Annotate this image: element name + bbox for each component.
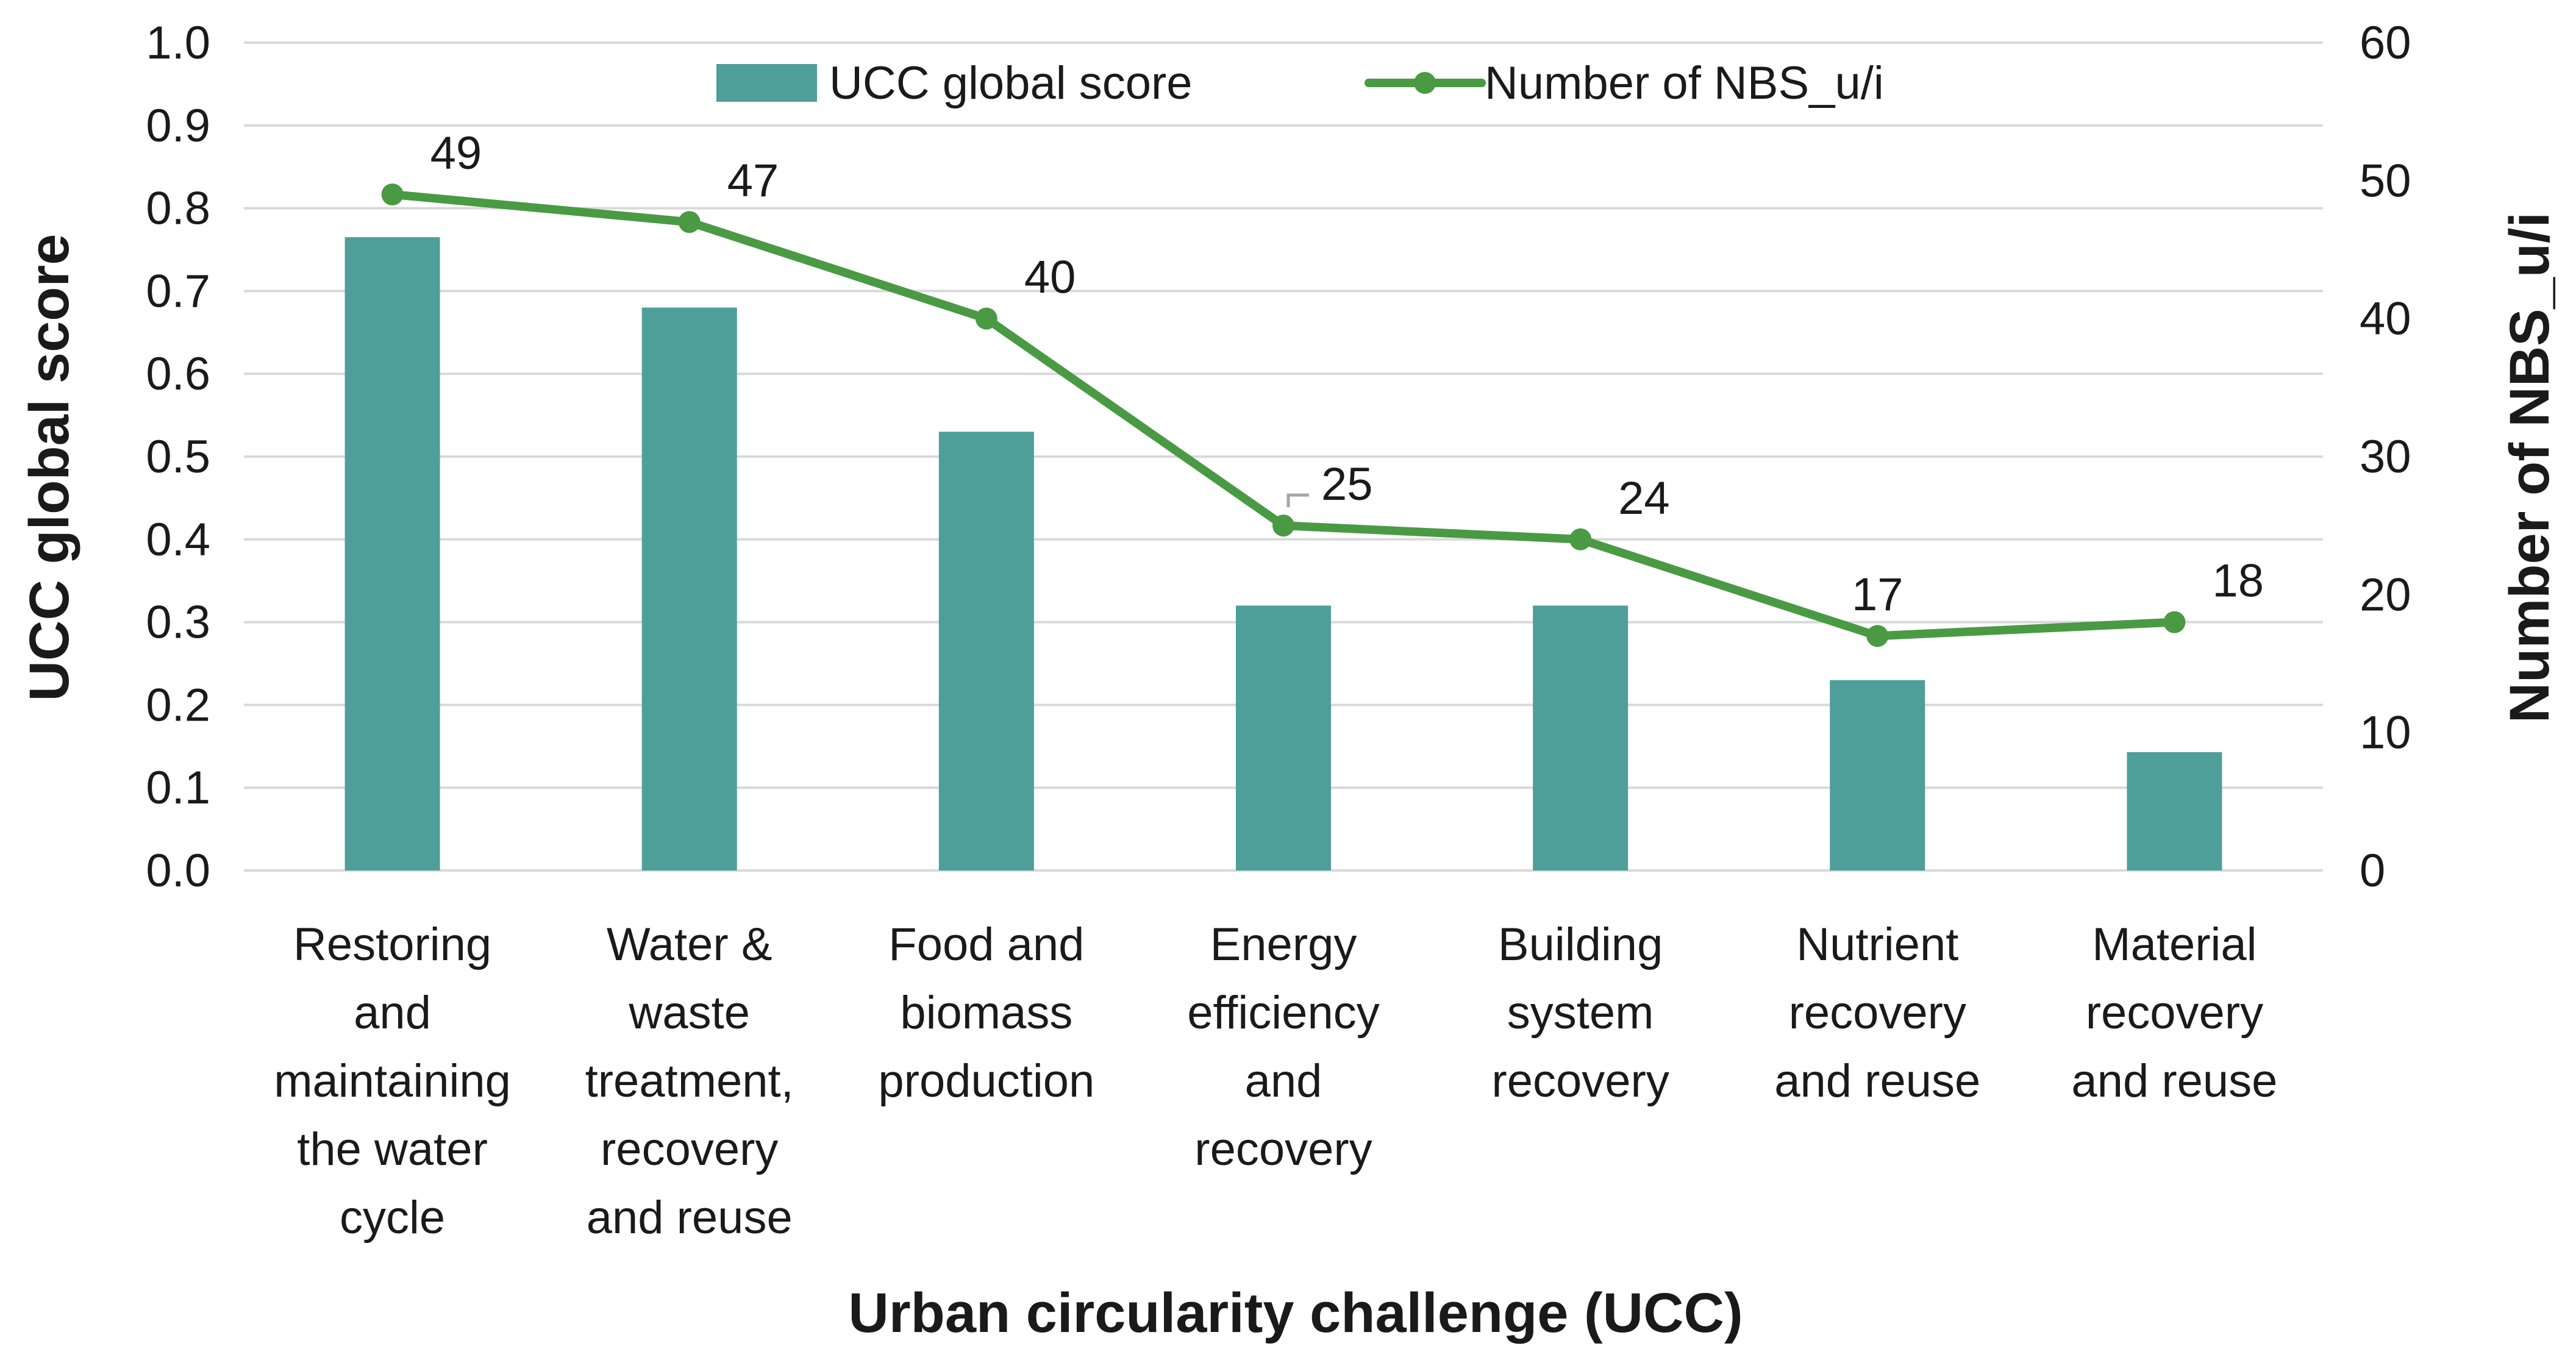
category-labels: Restoring and maintaining the water cycle Wat… xyxy=(274,919,2277,1244)
y-tick-label: 0.0 xyxy=(146,845,210,897)
x-category-label-line: the water xyxy=(297,1123,488,1175)
line-data-label: 24 xyxy=(1618,472,1670,524)
line-data-label: 25 xyxy=(1321,458,1373,510)
x-category-label-line: and reuse xyxy=(587,1192,793,1244)
y-tick-label: 0.9 xyxy=(146,100,210,152)
y2-tick-label: 30 xyxy=(2360,431,2411,483)
legend: UCC global score Number of NBS_u/i xyxy=(716,57,1884,109)
bar xyxy=(1533,605,1629,870)
x-category-label-line: and reuse xyxy=(2071,1055,2277,1107)
y-tick-label: 0.6 xyxy=(146,348,210,400)
right-axis-ticks: 0 10 20 30 40 50 60 xyxy=(2360,17,2411,897)
x-category-label-line: recovery xyxy=(1491,1055,1669,1107)
y-axis-title: UCC global score xyxy=(18,234,80,702)
left-axis-ticks: 0.0 0.1 0.2 0.3 0.4 0.5 0.6 0.7 0.8 0.9 1.0 xyxy=(146,17,210,897)
x-category-label-line: and xyxy=(1245,1055,1322,1107)
x-category-label-line: cycle xyxy=(340,1192,445,1244)
line-data-label: 18 xyxy=(2212,555,2264,607)
line-series xyxy=(381,183,2186,647)
y2-axis-title: Number of NBS_u/i xyxy=(2499,212,2561,723)
x-category-label: Energy efficiency and recovery xyxy=(1187,919,1379,1175)
x-category-label: Restoring and maintaining the water cycle xyxy=(274,919,511,1244)
line-point xyxy=(975,307,997,330)
y2-tick-label: 60 xyxy=(2360,17,2411,69)
x-category-label-line: Energy xyxy=(1210,919,1357,970)
bar xyxy=(2127,752,2222,870)
x-category-label-line: maintaining xyxy=(274,1055,511,1107)
x-axis-title: Urban circularity challenge (UCC) xyxy=(848,1282,1743,1344)
x-category-label: Water & waste treatment, recovery and reuse xyxy=(585,919,794,1244)
y-tick-label: 0.4 xyxy=(146,514,210,566)
x-category-label-line: biomass xyxy=(900,987,1072,1039)
line-data-label: 49 xyxy=(430,127,482,179)
y-tick-label: 0.1 xyxy=(146,762,210,814)
x-category-label-line: Water & xyxy=(607,919,772,970)
x-category-label-line: production xyxy=(878,1055,1094,1107)
legend-line-marker xyxy=(1414,72,1436,94)
line-point xyxy=(678,211,701,233)
line-point xyxy=(1569,528,1592,550)
x-category-label-line: treatment, xyxy=(585,1055,794,1107)
x-category-label-line: waste xyxy=(628,987,750,1039)
x-category-label: Nutrient recovery and reuse xyxy=(1774,919,1980,1107)
x-category-label-line: efficiency xyxy=(1187,987,1379,1039)
line-data-label: 47 xyxy=(727,155,779,207)
x-category-label-line: Food and xyxy=(888,919,1084,970)
x-category-label-line: recovery xyxy=(601,1123,778,1175)
y-tick-label: 0.2 xyxy=(146,679,210,731)
x-category-label-line: Material xyxy=(2092,919,2257,970)
y2-tick-label: 10 xyxy=(2360,707,2411,759)
line-point xyxy=(381,183,404,205)
y2-tick-label: 40 xyxy=(2360,293,2411,345)
x-category-label-line: recovery xyxy=(2086,987,2263,1039)
x-category-label-line: system xyxy=(1507,987,1654,1039)
bar xyxy=(1236,605,1331,870)
line-point xyxy=(2163,611,2186,633)
y2-tick-label: 0 xyxy=(2360,845,2385,897)
line-point xyxy=(1866,625,1889,647)
x-category-label-line: and xyxy=(354,987,431,1039)
y2-tick-label: 50 xyxy=(2360,155,2411,207)
y-tick-label: 1.0 xyxy=(146,17,210,69)
x-category-label-line: Building xyxy=(1498,919,1663,970)
bar-series xyxy=(344,237,2222,870)
legend-bar-label: UCC global score xyxy=(829,57,1193,109)
x-category-label-line: recovery xyxy=(1789,987,1966,1039)
x-category-label: Material recovery and reuse xyxy=(2071,919,2277,1107)
bar xyxy=(1830,680,1925,870)
line-point xyxy=(1272,514,1294,537)
label-leader-line xyxy=(1286,493,1309,508)
y-tick-label: 0.5 xyxy=(146,431,210,483)
bar xyxy=(344,237,440,870)
x-category-label-line: and reuse xyxy=(1774,1055,1980,1107)
x-category-label-line: Nutrient xyxy=(1796,919,1958,970)
x-category-label: Food and biomass production xyxy=(878,919,1094,1107)
y2-tick-label: 20 xyxy=(2360,569,2411,621)
line-data-label: 17 xyxy=(1852,569,1903,621)
y-tick-label: 0.3 xyxy=(146,597,210,649)
y-tick-label: 0.7 xyxy=(146,265,210,317)
legend-line-label: Number of NBS_u/i xyxy=(1485,57,1884,109)
x-category-label: Building system recovery xyxy=(1491,919,1669,1107)
x-category-label-line: Restoring xyxy=(293,919,491,970)
x-category-label-line: recovery xyxy=(1194,1123,1372,1175)
legend-bar-swatch xyxy=(716,64,817,102)
line-data-label: 40 xyxy=(1024,252,1076,304)
y-tick-label: 0.8 xyxy=(146,183,210,235)
bar xyxy=(938,432,1034,870)
gridlines xyxy=(244,41,2323,872)
bar xyxy=(641,307,737,870)
data-labels: 49 47 40 25 24 17 18 xyxy=(430,127,2264,621)
